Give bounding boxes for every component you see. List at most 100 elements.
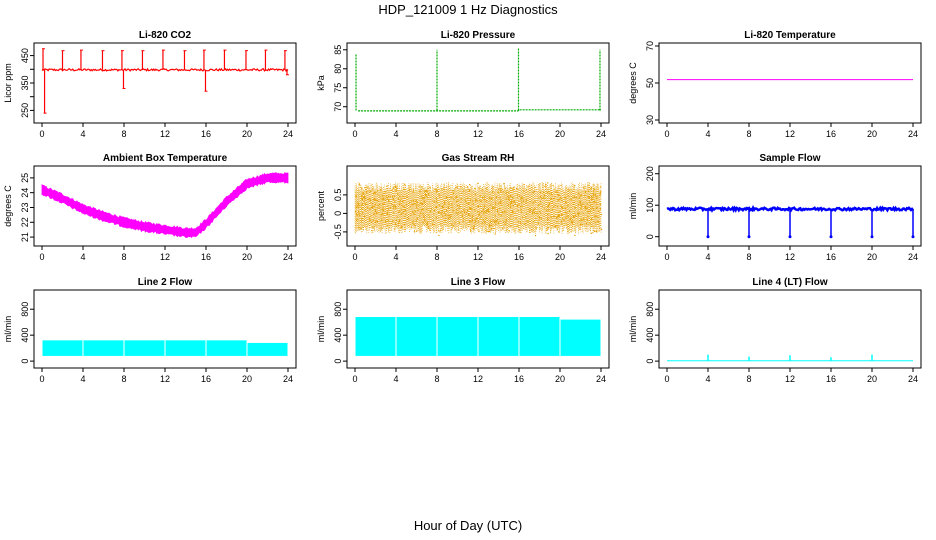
series-line [358,109,601,112]
series-point [581,223,583,225]
series-point [563,219,565,221]
series-point [441,210,443,212]
series-point [584,206,586,208]
series-point [532,191,534,193]
series-point [534,186,536,189]
x-tick-label: 24 [908,129,918,139]
series-point [497,191,499,193]
series-point [398,203,400,205]
x-tick-label: 8 [746,374,751,384]
x-tick-label: 0 [352,252,357,262]
series-point [467,209,469,211]
series-point [499,197,501,199]
series-point [477,205,480,207]
series-point [424,194,427,196]
series-band [560,319,601,356]
series-point [591,232,593,234]
y-axis-label: degrees C [628,62,638,104]
series-point [540,217,542,219]
series-point [366,186,368,188]
series-point [510,202,512,204]
series-point [394,185,396,187]
series-point [578,192,580,194]
panel-title: Ambient Box Temperature [103,153,228,164]
series-point [593,184,595,186]
series-band [519,317,560,356]
series-point [596,206,598,209]
y-tick-label: 200 [645,166,655,181]
series-point [426,191,428,193]
series-point [420,209,422,211]
series-point [510,225,512,227]
y-tick-label: 400 [20,328,30,343]
x-tick-label: 4 [705,252,710,262]
series-point [580,219,582,221]
series-point [397,225,400,227]
y-axis-label: percent [316,190,326,221]
series-point [416,204,418,206]
series-point [599,192,601,195]
series-point [441,188,443,190]
series-point [452,192,454,194]
series-point [500,191,502,193]
series-point [374,203,377,206]
series-point [383,203,385,205]
series-point [554,191,557,193]
series-point [395,224,397,226]
series-point [439,231,441,233]
y-tick-label: 0 [645,359,655,364]
series-point [438,234,440,236]
series-point [571,221,573,223]
series-point [461,214,463,216]
series-point [572,221,574,223]
series-point [534,208,536,210]
series-point [506,198,508,200]
series-point [412,211,414,213]
x-axis-caption: Hour of Day (UTC) [413,518,523,533]
series-point [581,205,583,207]
series-point [417,209,419,211]
plot-frame [658,42,922,124]
series-point [499,201,501,204]
series-point [546,227,548,229]
y-tick-label: 800 [20,302,30,317]
series-point [361,198,363,200]
series-point [473,225,475,227]
series-point [597,216,599,218]
x-tick-label: 20 [555,129,565,139]
series-point [592,201,594,203]
series-point [517,188,519,190]
y-axis-label: degrees C [3,185,13,227]
x-tick-label: 4 [393,252,398,262]
series-point [521,205,523,207]
y-tick-label: 80 [333,64,343,74]
y-axis: 0 400 800 [333,302,347,364]
panel-title: Sample Flow [759,153,820,164]
series-point [392,187,395,189]
series-point [401,226,403,228]
series-point [594,193,596,195]
series-point [553,215,555,217]
series-point [550,193,552,195]
series-point [369,219,371,221]
series-point [487,231,489,233]
series-point [457,200,459,202]
x-tick-label: 0 [39,252,44,262]
series-dip-point [747,235,751,239]
series-point [595,221,597,224]
series-point [462,218,465,220]
chart-panel-4: Ambient Box Temperature 0 4 8 12 16 20 24 21 22 23… [3,153,297,262]
y-axis-label: ml/min [628,316,638,343]
series-point [458,205,460,207]
series-point [467,186,469,188]
series-point [539,183,541,185]
series-point [426,190,428,192]
series-point [499,208,501,210]
series-point [452,210,454,212]
series-point [522,197,524,199]
series-point [469,215,471,217]
series-point [518,204,520,206]
series-point [485,187,487,189]
series-point [369,199,371,201]
series-point [525,199,527,201]
